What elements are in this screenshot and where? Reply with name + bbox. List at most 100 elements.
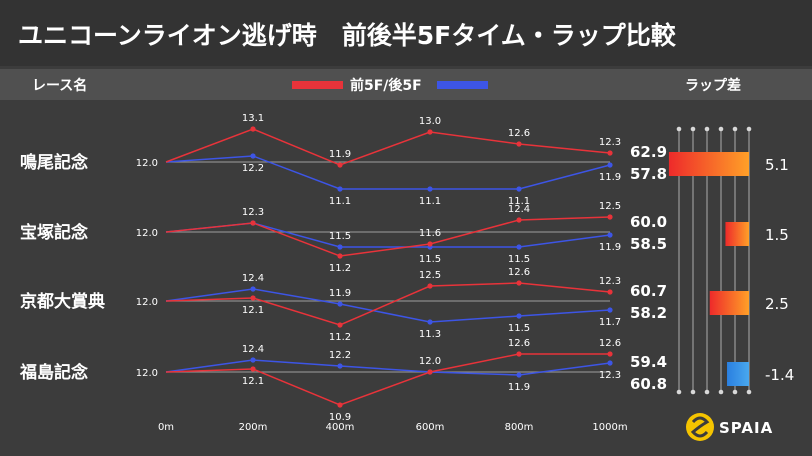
legend-label: 前5F/後5F <box>350 77 422 94</box>
back-data-label: 12.2 <box>242 163 264 174</box>
front-series-line <box>165 282 611 326</box>
front-data-label: 11.2 <box>329 263 351 274</box>
diff-rail-bottom-dot <box>704 389 710 395</box>
diff-rail-top-dot <box>718 126 724 132</box>
back-data-label: 11.5 <box>419 254 441 265</box>
x-tick-label: 1000m <box>592 422 627 433</box>
back-data-label: 11.9 <box>599 242 621 253</box>
back-data-label: 11.9 <box>508 382 530 393</box>
front-point <box>607 214 613 220</box>
diff-rail-top-dot <box>690 126 696 132</box>
front-data-label: 12.0 <box>419 356 441 367</box>
front-point <box>516 217 522 223</box>
front-total: 59.4 <box>630 353 667 371</box>
front-point <box>607 351 613 357</box>
front-total: 62.9 <box>630 143 667 161</box>
front-point <box>337 322 343 328</box>
back-series-line <box>165 155 611 190</box>
x-axis: 0m 200m 400m 600m 800m 1000m <box>158 422 628 433</box>
back-data-label: 11.5 <box>508 254 530 265</box>
start-label: 12.0 <box>136 297 158 308</box>
brand-name: SPAIA <box>719 419 773 437</box>
back-data-label: 11.5 <box>329 231 351 242</box>
diff-rail-top-dot <box>746 126 752 132</box>
back-point <box>337 301 343 307</box>
front-point <box>250 220 256 226</box>
back-data-label: 12.4 <box>242 273 264 284</box>
front-data-label: 12.5 <box>419 270 441 281</box>
chart-title: ユニコーンライオン逃げ時 前後半5Fタイム・ラップ比較 <box>18 21 677 50</box>
back-data-label: 11.9 <box>329 288 351 299</box>
back-data-label: 11.1 <box>508 196 530 207</box>
back-point <box>607 232 613 238</box>
back-point <box>250 357 256 363</box>
front-series-line <box>165 216 611 257</box>
race-name: 福島記念 <box>19 362 88 383</box>
front-point <box>516 141 522 147</box>
spaia-logo-swirl <box>690 416 710 438</box>
back-data-label: 11.1 <box>329 196 351 207</box>
diff-rail-bottom-dot <box>718 389 724 395</box>
front-data-label: 12.6 <box>599 338 621 349</box>
back-data-label: 11.5 <box>508 323 530 334</box>
back-point <box>337 244 343 250</box>
x-tick-label: 0m <box>158 422 174 433</box>
back-point <box>337 186 343 192</box>
lap-diff-value: -1.4 <box>765 366 794 384</box>
lap-diff-value: 5.1 <box>765 156 789 174</box>
front-data-label: 12.6 <box>508 267 530 278</box>
front-series-line <box>165 353 610 406</box>
back-point <box>607 360 613 366</box>
start-label: 12.0 <box>136 158 158 169</box>
diff-rail-bottom-dot <box>690 389 696 395</box>
diff-rail-top-dot <box>732 126 738 132</box>
lap-diff-bar <box>668 152 749 176</box>
back-point <box>516 313 522 319</box>
legend-back-swatch <box>437 81 488 89</box>
back-data-label: 11.7 <box>599 317 621 328</box>
front-point <box>607 289 613 295</box>
lap-diff-bar <box>727 362 749 386</box>
lap-diff-bar <box>725 222 749 246</box>
back-total: 57.8 <box>630 165 667 183</box>
back-series-line <box>165 359 611 376</box>
back-point <box>516 372 522 378</box>
back-data-label: 12.4 <box>242 344 264 355</box>
front-data-label: 12.1 <box>242 305 264 316</box>
front-point <box>337 402 343 408</box>
back-point <box>337 363 343 369</box>
start-label: 12.0 <box>136 228 158 239</box>
back-point <box>250 286 256 292</box>
header-bar <box>0 69 812 100</box>
front-point <box>516 280 522 286</box>
race-name: 鳴尾記念 <box>20 152 88 173</box>
front-series-line <box>165 128 611 166</box>
front-point <box>427 241 433 247</box>
front-data-label: 10.9 <box>329 412 351 423</box>
race-name: 宝塚記念 <box>20 222 88 243</box>
front-point <box>337 253 343 259</box>
front-point <box>427 129 433 135</box>
race-row: 宝塚記念 12.0 12.3 11.2 11.5 11.6 11.5 12.4 11.5 12.5… <box>20 201 789 274</box>
front-point <box>427 283 433 289</box>
back-point <box>427 319 433 325</box>
front-point <box>250 366 256 372</box>
plot-area: 鳴尾記念 12.0 13.1 12.2 11.9 11.1 13.0 11.1 12.6 11.1… <box>19 113 794 423</box>
back-total: 58.5 <box>630 235 667 253</box>
front-data-label: 12.3 <box>599 137 621 148</box>
front-data-label: 12.4 <box>508 204 530 215</box>
spaia-logo: SPAIA <box>686 413 773 441</box>
back-data-label: 11.9 <box>599 172 621 183</box>
diff-rail-top-dot <box>704 126 710 132</box>
start-label: 12.0 <box>136 368 158 379</box>
lap-diff-value: 1.5 <box>765 226 789 244</box>
front-point <box>516 351 522 357</box>
race-name: 京都大賞典 <box>20 291 105 312</box>
front-data-label: 12.6 <box>508 338 530 349</box>
back-data-label: 12.3 <box>599 370 621 381</box>
front-data-label: 12.5 <box>599 201 621 212</box>
front-data-label: 12.3 <box>242 207 264 218</box>
front-total: 60.7 <box>630 282 667 300</box>
back-total: 58.2 <box>630 304 667 322</box>
